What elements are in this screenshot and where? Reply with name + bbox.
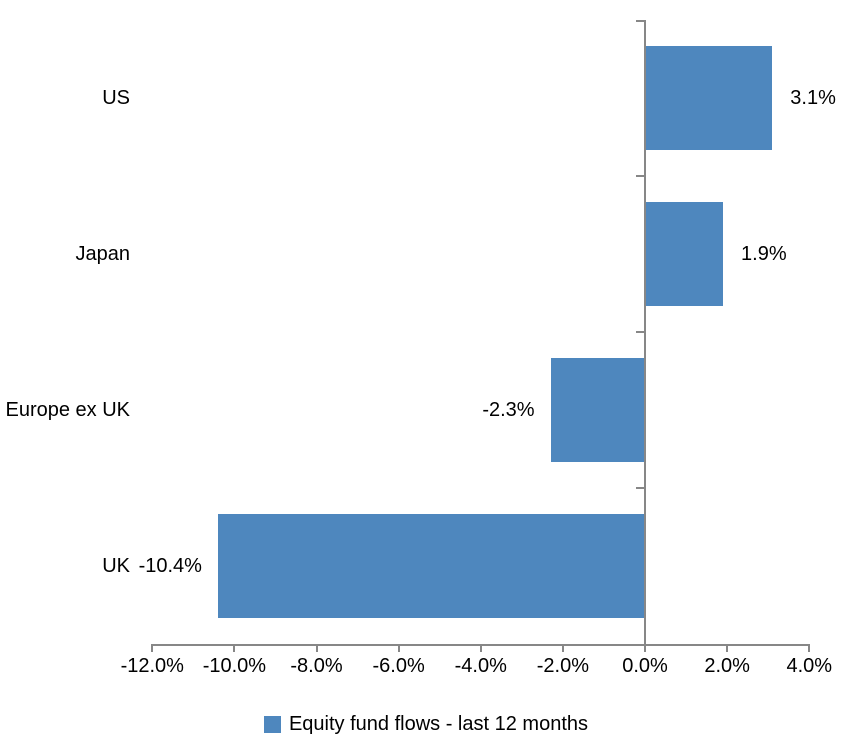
legend: Equity fund flows - last 12 months [0,712,852,736]
x-axis-tick [644,644,646,652]
x-axis-tick [233,644,236,652]
bar-japan [645,202,724,306]
zero-axis-tick [636,175,644,177]
data-label-europe-ex-uk: -2.3% [482,399,535,421]
category-label-europe-ex-uk: Europe ex UK [5,399,130,421]
x-axis-tick [479,644,482,652]
data-label-us: 3.1% [790,87,836,109]
x-axis-tick-label: 4.0% [786,655,833,677]
zero-axis-tick [636,487,644,489]
data-label-uk: -10.4% [138,555,202,577]
x-axis-tick [561,644,564,652]
data-label-japan: 1.9% [741,243,787,265]
x-axis-tick [808,644,811,652]
bar-uk [217,514,645,618]
zero-axis-tick [636,20,644,22]
category-label-us: US [102,87,130,109]
legend-marker-icon [263,715,281,733]
x-axis-tick-label: -4.0% [454,655,507,677]
x-axis-tick [315,644,318,652]
legend-label: Equity fund flows - last 12 months [288,713,589,735]
x-axis-tick-label: 0.0% [622,655,668,677]
category-label-uk: UK [102,555,130,577]
x-axis-tick-label: -6.0% [372,655,425,677]
zero-axis-tick [636,331,644,333]
bar-europe-ex-uk [550,358,645,462]
zero-axis-line [644,20,646,646]
category-label-japan: Japan [75,243,131,265]
x-axis-tick-label: -2.0% [536,655,589,677]
bar-us [645,46,773,150]
x-axis-tick [397,644,400,652]
x-axis-tick-label: -10.0% [202,655,267,677]
x-axis-tick [151,644,154,652]
x-axis-tick-label: -12.0% [120,655,184,677]
x-axis-tick-label: 2.0% [704,655,750,677]
x-axis-tick [726,644,729,652]
x-axis-tick-label: -8.0% [290,655,343,677]
